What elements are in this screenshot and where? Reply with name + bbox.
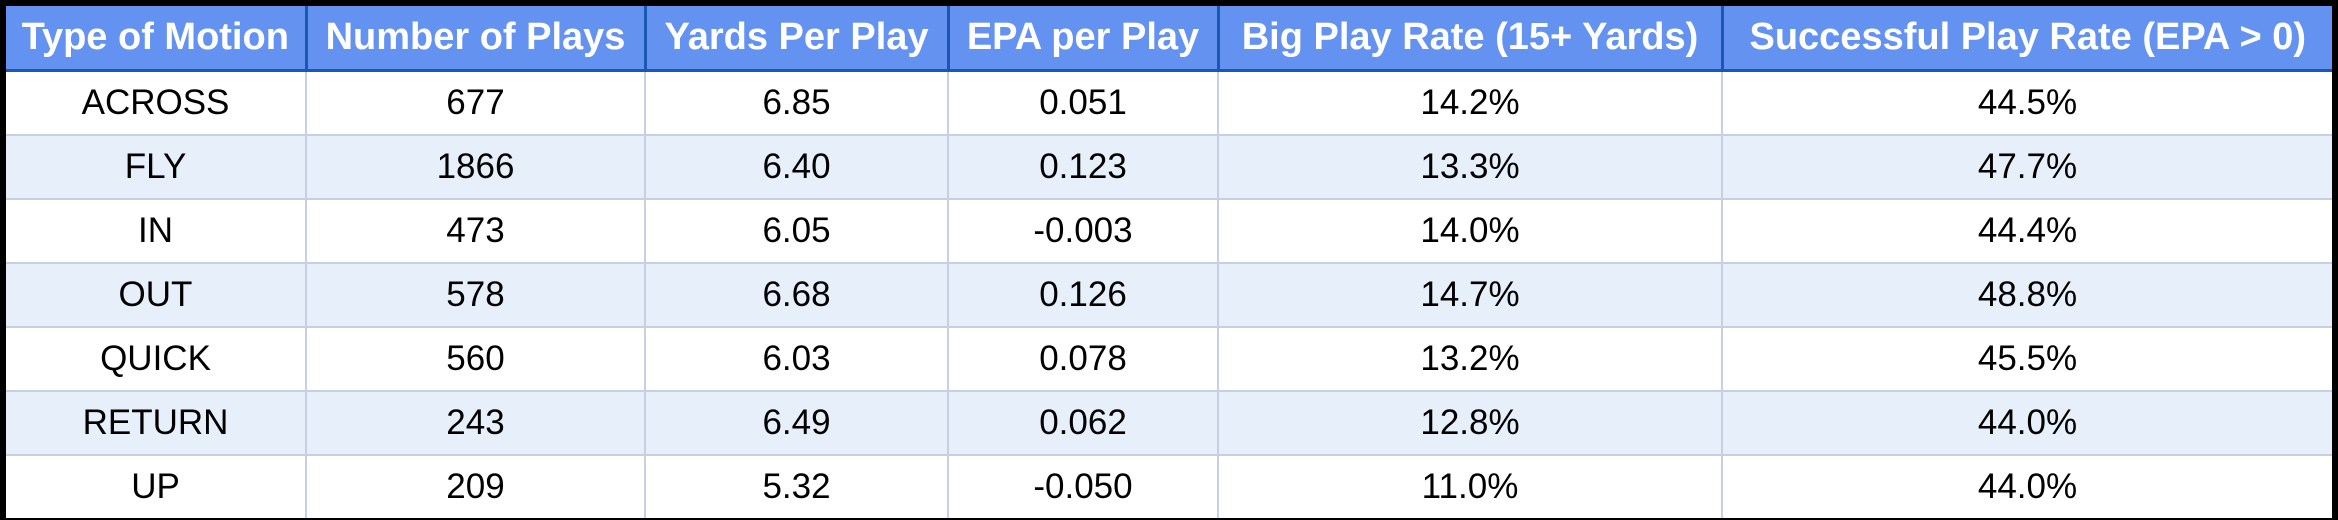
cell-type-of-motion: OUT [6, 263, 307, 328]
column-header-yards-per-play: Yards Per Play [645, 6, 950, 72]
table-row: OUT 578 6.68 0.126 14.7% 48.8% [6, 263, 2332, 328]
cell-yards-per-play: 6.68 [645, 263, 949, 328]
cell-number-of-plays: 677 [306, 70, 646, 136]
cell-yards-per-play: 6.05 [645, 199, 949, 264]
cell-big-play-rate: 14.2% [1218, 70, 1723, 136]
cell-epa-per-play: 0.051 [948, 70, 1219, 136]
cell-epa-per-play: 0.078 [948, 327, 1219, 392]
table-row: IN 473 6.05 -0.003 14.0% 44.4% [6, 199, 2332, 264]
cell-successful-play-rate: 47.7% [1722, 135, 2332, 200]
cell-successful-play-rate: 44.4% [1722, 199, 2332, 264]
cell-big-play-rate: 12.8% [1218, 391, 1723, 456]
header-row: Type of Motion Number of Plays Yards Per… [6, 6, 2332, 72]
cell-yards-per-play: 5.32 [645, 455, 949, 518]
cell-successful-play-rate: 44.5% [1722, 70, 2332, 136]
cell-yards-per-play: 6.85 [645, 70, 949, 136]
cell-epa-per-play: 0.126 [948, 263, 1219, 328]
cell-big-play-rate: 14.0% [1218, 199, 1723, 264]
column-header-successful-play-rate: Successful Play Rate (EPA > 0) [1722, 6, 2332, 72]
cell-big-play-rate: 11.0% [1218, 455, 1723, 518]
cell-epa-per-play: -0.050 [948, 455, 1219, 518]
table-frame: Type of Motion Number of Plays Yards Per… [6, 6, 2332, 518]
cell-big-play-rate: 14.7% [1218, 263, 1723, 328]
cell-number-of-plays: 473 [306, 199, 646, 264]
cell-big-play-rate: 13.2% [1218, 327, 1723, 392]
cell-number-of-plays: 209 [306, 455, 646, 518]
column-header-number-of-plays: Number of Plays [306, 6, 647, 72]
cell-epa-per-play: -0.003 [948, 199, 1219, 264]
cell-yards-per-play: 6.49 [645, 391, 949, 456]
table-row: FLY 1866 6.40 0.123 13.3% 47.7% [6, 135, 2332, 200]
motion-stats-table: Type of Motion Number of Plays Yards Per… [6, 6, 2332, 518]
column-header-epa-per-play: EPA per Play [948, 6, 1220, 72]
cell-type-of-motion: UP [6, 455, 307, 518]
cell-successful-play-rate: 44.0% [1722, 455, 2332, 518]
cell-successful-play-rate: 48.8% [1722, 263, 2332, 328]
cell-epa-per-play: 0.123 [948, 135, 1219, 200]
column-header-type-of-motion: Type of Motion [6, 6, 308, 72]
cell-successful-play-rate: 44.0% [1722, 391, 2332, 456]
table-row: UP 209 5.32 -0.050 11.0% 44.0% [6, 455, 2332, 518]
table-row: QUICK 560 6.03 0.078 13.2% 45.5% [6, 327, 2332, 392]
table-row: ACROSS 677 6.85 0.051 14.2% 44.5% [6, 70, 2332, 136]
cell-number-of-plays: 560 [306, 327, 646, 392]
cell-big-play-rate: 13.3% [1218, 135, 1723, 200]
cell-number-of-plays: 1866 [306, 135, 646, 200]
cell-type-of-motion: FLY [6, 135, 307, 200]
cell-type-of-motion: ACROSS [6, 70, 307, 136]
cell-number-of-plays: 578 [306, 263, 646, 328]
cell-epa-per-play: 0.062 [948, 391, 1219, 456]
cell-type-of-motion: QUICK [6, 327, 307, 392]
cell-yards-per-play: 6.40 [645, 135, 949, 200]
column-header-big-play-rate: Big Play Rate (15+ Yards) [1218, 6, 1724, 72]
cell-number-of-plays: 243 [306, 391, 646, 456]
cell-type-of-motion: RETURN [6, 391, 307, 456]
cell-successful-play-rate: 45.5% [1722, 327, 2332, 392]
cell-yards-per-play: 6.03 [645, 327, 949, 392]
table-row: RETURN 243 6.49 0.062 12.8% 44.0% [6, 391, 2332, 456]
cell-type-of-motion: IN [6, 199, 307, 264]
